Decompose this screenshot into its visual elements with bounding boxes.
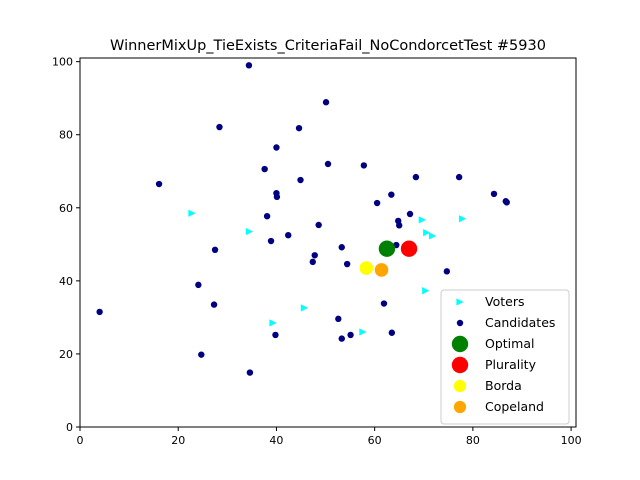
candidates-point xyxy=(272,331,279,339)
candidates-point xyxy=(360,162,368,169)
plurality-point xyxy=(400,240,418,257)
series-voters xyxy=(188,209,467,336)
candidates-point xyxy=(211,246,219,254)
legend-label: Candidates xyxy=(485,315,555,330)
candidates-point xyxy=(198,351,205,358)
legend-entry: Optimal xyxy=(451,335,534,353)
legend: Voters Candidates Optimal Plurality Borda Cop… xyxy=(440,289,570,425)
candidates-point xyxy=(490,190,498,198)
candidates-point xyxy=(311,252,318,259)
legend-label: Plurality xyxy=(485,357,537,372)
legend-entry: Copeland xyxy=(453,399,544,414)
candidates-point xyxy=(195,281,202,289)
voters-point xyxy=(269,319,277,327)
legend-marker xyxy=(451,335,469,353)
series-candidates xyxy=(96,62,510,376)
candidates-point xyxy=(155,180,163,188)
candidates-point xyxy=(455,173,463,181)
legend-label: Borda xyxy=(485,378,522,393)
candidates-point xyxy=(295,124,303,132)
y-tick-label: 0 xyxy=(66,421,73,434)
candidates-point xyxy=(388,329,396,336)
candidates-point xyxy=(373,199,381,207)
candidates-point xyxy=(96,308,103,316)
series-optimal xyxy=(378,240,396,257)
candidates-point xyxy=(338,244,345,251)
voters-point xyxy=(359,328,367,336)
candidates-point xyxy=(245,62,253,69)
candidates-point xyxy=(267,237,275,245)
candidates-point xyxy=(322,99,330,106)
candidates-point xyxy=(412,173,420,181)
x-tick-label: 80 xyxy=(466,434,480,447)
candidates-point xyxy=(273,193,281,201)
candidates-point xyxy=(338,335,345,342)
candidates-point xyxy=(503,199,510,206)
legend-label: Copeland xyxy=(485,399,544,414)
candidates-point xyxy=(315,221,322,229)
candidates-point xyxy=(210,301,218,308)
x-tick-label: 0 xyxy=(77,434,84,447)
y-tick-label: 40 xyxy=(59,275,73,288)
legend-entry: Candidates xyxy=(456,315,555,330)
candidates-point xyxy=(285,231,292,239)
candidates-point xyxy=(246,369,254,376)
series-copeland xyxy=(374,263,389,277)
candidates-point xyxy=(324,160,332,168)
candidates-point xyxy=(309,258,316,266)
voters-point xyxy=(422,287,430,295)
candidates-point xyxy=(347,331,354,339)
y-tick-label: 20 xyxy=(59,348,73,361)
voters-point xyxy=(458,215,467,223)
x-tick-label: 100 xyxy=(561,434,582,447)
y-tick-label: 60 xyxy=(59,202,73,215)
legend-marker xyxy=(456,298,464,306)
borda-point xyxy=(359,261,374,275)
candidates-point xyxy=(263,212,271,220)
optimal-point xyxy=(378,240,396,257)
legend-entry: Plurality xyxy=(451,356,537,374)
voters-point xyxy=(418,216,426,224)
candidates-point xyxy=(335,315,342,323)
series-plurality xyxy=(400,240,418,257)
legend-marker xyxy=(453,400,467,414)
voters-point xyxy=(429,232,437,240)
series-borda xyxy=(359,261,374,275)
legend-entry: Voters xyxy=(456,294,524,309)
y-tick-label: 100 xyxy=(52,56,73,69)
voters-point xyxy=(245,227,254,236)
x-tick-label: 40 xyxy=(269,434,283,447)
candidates-point xyxy=(443,268,451,275)
candidates-point xyxy=(406,210,414,218)
copeland-point xyxy=(374,263,389,277)
plot-frame xyxy=(79,57,577,428)
candidates-point xyxy=(216,123,223,131)
legend-entry: Borda xyxy=(453,378,522,393)
chart-title: WinnerMixUp_TieExists_CriteriaFail_NoCon… xyxy=(110,38,546,54)
legend-label: Optimal xyxy=(485,336,534,351)
candidates-point xyxy=(388,191,395,198)
candidates-point xyxy=(343,260,351,268)
y-tick-label: 80 xyxy=(59,129,73,142)
x-tick-label: 20 xyxy=(171,434,185,447)
voters-point xyxy=(423,229,431,237)
x-tick-label: 60 xyxy=(368,434,382,447)
plot-area xyxy=(96,62,510,376)
candidates-point xyxy=(380,300,388,307)
legend-label: Voters xyxy=(485,294,524,309)
legend-marker xyxy=(453,379,467,393)
candidates-point xyxy=(261,165,268,173)
candidates-point xyxy=(273,144,280,151)
axes: 0 20 40 60 80 100 0 20 40 60 80 100 xyxy=(52,56,582,447)
legend-box xyxy=(440,289,570,425)
voters-point xyxy=(188,209,196,217)
candidates-point xyxy=(396,222,403,229)
legend-marker xyxy=(456,319,464,327)
voters-point xyxy=(300,304,309,312)
candidates-point xyxy=(297,176,304,184)
legend-marker xyxy=(451,356,469,374)
